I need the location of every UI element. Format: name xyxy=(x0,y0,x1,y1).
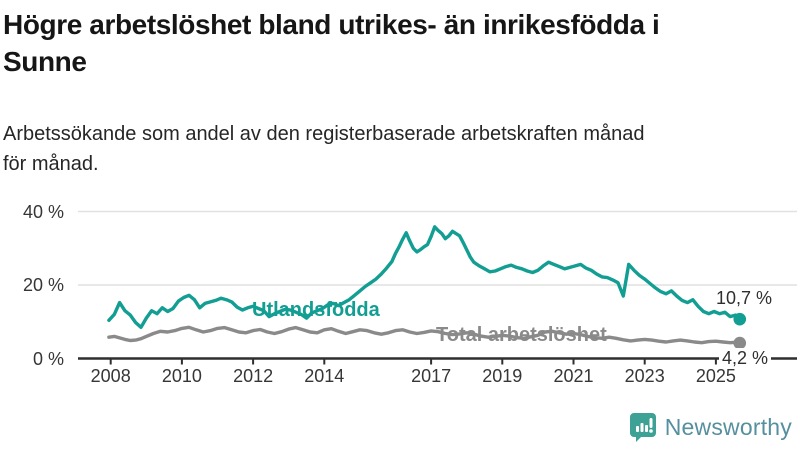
y-axis-label-0: 0 % xyxy=(32,348,64,369)
bar-chart-speech-bubble-icon xyxy=(629,412,656,442)
y-axis-label-20: 20 % xyxy=(22,275,64,295)
line-total xyxy=(107,325,742,345)
x-axis-label-2017: 2017 xyxy=(411,366,452,386)
title-line-1: Högre arbetslöshet bland utrikes- än inr… xyxy=(3,9,660,40)
newsworthy-logo: Newsworthy xyxy=(629,412,792,442)
x-axis-label-2010: 2010 xyxy=(161,366,202,386)
x-axis-label-2012: 2012 xyxy=(233,366,274,386)
subtitle-line-2: för månad. xyxy=(3,153,99,175)
series-label-total-arbetsloshet: Total arbetslöshet xyxy=(436,324,607,346)
end-value-utlandsfodda: 10,7 % xyxy=(715,288,772,308)
x-axis-label-2008: 2008 xyxy=(90,366,131,386)
series-label-utlandsfodda: Utlandsfödda xyxy=(252,299,380,321)
newsworthy-wordmark: Newsworthy xyxy=(664,413,792,440)
x-axis-label-2019: 2019 xyxy=(482,366,523,386)
title-line-2: Sunne xyxy=(3,46,87,77)
chart-subtitle: Arbetssökande som andel av den registerb… xyxy=(3,119,797,179)
x-axis-label-2025: 2025 xyxy=(695,366,736,386)
y-axis-label-40: 40 % xyxy=(22,201,64,222)
x-axis-label-2023: 2023 xyxy=(624,366,665,386)
x-axis-label-2014: 2014 xyxy=(304,366,345,386)
end-dot-utlandsfodda xyxy=(733,312,747,326)
page-title: Högre arbetslöshet bland utrikes- än inr… xyxy=(3,6,797,80)
subtitle-line-1: Arbetssökande som andel av den registerb… xyxy=(3,123,645,145)
end-dot-total xyxy=(733,336,747,350)
end-value-total: 4,2 % xyxy=(719,348,772,369)
line-utlandsfodda xyxy=(107,225,742,329)
x-axis-label-2021: 2021 xyxy=(553,366,594,386)
